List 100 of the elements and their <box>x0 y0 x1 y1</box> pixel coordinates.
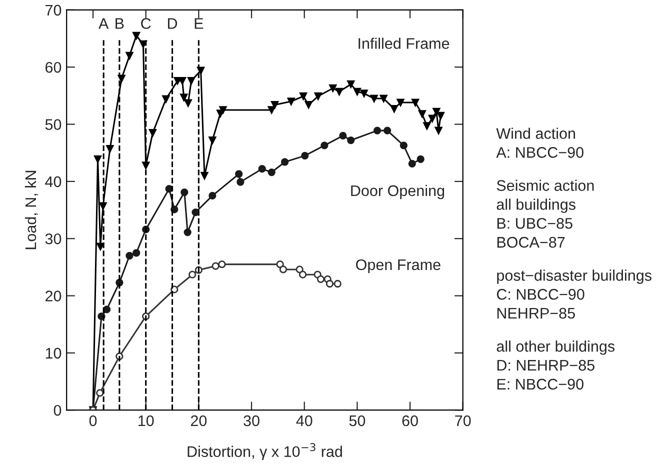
point <box>339 132 347 140</box>
text: A: NBCC−90 <box>496 147 584 158</box>
text: B: UBC−85 <box>497 218 572 229</box>
y-tick-label: 70 <box>46 4 62 16</box>
point <box>316 275 325 283</box>
series-label: Door Opening <box>351 184 444 200</box>
point <box>96 242 104 250</box>
point <box>268 168 276 176</box>
point <box>408 160 416 168</box>
point <box>187 77 196 85</box>
text: C: NBCC−90 <box>496 288 584 300</box>
text: Wind action <box>496 128 575 139</box>
point <box>200 172 208 180</box>
point <box>192 208 200 216</box>
point <box>434 126 442 134</box>
text: BOCA−87 <box>497 236 565 248</box>
point <box>184 228 192 236</box>
point <box>208 136 216 144</box>
text: all buildings <box>496 198 576 213</box>
text: post−disaster buildings <box>497 270 652 284</box>
point <box>162 95 170 103</box>
x-tick-label: 20 <box>190 415 207 426</box>
point <box>118 74 126 82</box>
point <box>126 52 134 60</box>
point <box>236 178 244 186</box>
point <box>360 90 368 98</box>
point <box>148 129 157 137</box>
point <box>94 155 102 163</box>
point <box>314 92 322 100</box>
x-axis-title: Distortion, γ x 10$^{−3}$ rad <box>188 443 342 460</box>
point <box>326 280 334 288</box>
x-tick-label: 30 <box>244 415 260 426</box>
ref-line-label: A <box>98 18 109 29</box>
point <box>320 142 328 150</box>
point <box>423 122 431 130</box>
point <box>436 112 444 120</box>
point <box>373 126 382 134</box>
point <box>416 155 424 163</box>
text: all other buildings <box>496 340 615 355</box>
point <box>279 266 288 274</box>
point <box>287 98 295 106</box>
x-tick-label: 40 <box>296 415 312 426</box>
text: Infilled Frame <box>358 38 450 49</box>
point <box>383 126 392 134</box>
point <box>212 262 220 270</box>
point <box>126 252 134 260</box>
x-tick-label: 10 <box>138 415 154 426</box>
point <box>353 88 362 96</box>
text: E: NBCC−90 <box>497 378 584 390</box>
point <box>400 142 408 150</box>
point <box>380 94 388 102</box>
point <box>347 80 355 88</box>
y-tick-label: 30 <box>45 233 62 244</box>
point <box>184 99 192 107</box>
ref-line-label: E <box>194 18 204 29</box>
point <box>268 106 276 114</box>
point <box>235 170 243 178</box>
point <box>347 136 355 144</box>
x-tick-label: 60 <box>402 415 418 426</box>
ref-line-label: B <box>116 18 124 29</box>
point <box>299 92 308 100</box>
x-tick-label: 50 <box>349 415 366 426</box>
point <box>180 94 188 102</box>
point <box>370 94 378 102</box>
text: NEHRP−85 <box>497 308 575 319</box>
point <box>296 266 304 274</box>
point <box>219 106 227 114</box>
point <box>180 188 188 196</box>
point <box>390 105 398 113</box>
y-tick-label: 0 <box>54 404 62 416</box>
point <box>132 249 140 257</box>
ref-line-label: C <box>141 18 151 29</box>
point <box>106 145 114 153</box>
y-tick-label: 20 <box>46 290 62 302</box>
text: Seismic action <box>496 180 594 191</box>
y-tick-label: 40 <box>45 176 62 188</box>
x-tick-label: 0 <box>89 415 97 426</box>
y-tick-label: 10 <box>46 348 62 359</box>
point <box>335 88 344 96</box>
point <box>412 98 420 106</box>
y-tick-label: 60 <box>46 62 62 73</box>
point <box>280 158 289 166</box>
point <box>196 66 205 74</box>
point <box>329 84 337 92</box>
ref-line-label: D <box>168 18 178 29</box>
point <box>258 165 266 173</box>
point <box>139 40 148 48</box>
point <box>418 110 426 118</box>
y-tick-label: 50 <box>45 119 62 130</box>
x-tick-label: 70 <box>455 415 471 426</box>
series-label: Open Frame <box>356 259 440 274</box>
point <box>334 280 342 288</box>
point <box>298 270 307 278</box>
point <box>188 270 196 278</box>
point <box>270 101 279 109</box>
point <box>304 101 312 109</box>
point <box>428 114 436 122</box>
point <box>276 260 284 268</box>
point <box>96 389 104 397</box>
point <box>208 192 216 200</box>
